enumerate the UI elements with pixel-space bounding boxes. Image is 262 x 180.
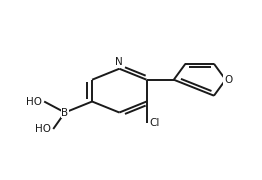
Text: N: N bbox=[116, 57, 123, 67]
Text: O: O bbox=[224, 75, 232, 85]
Text: HO: HO bbox=[35, 124, 51, 134]
Text: HO: HO bbox=[26, 96, 42, 107]
Text: B: B bbox=[61, 107, 68, 118]
Text: Cl: Cl bbox=[149, 118, 160, 128]
